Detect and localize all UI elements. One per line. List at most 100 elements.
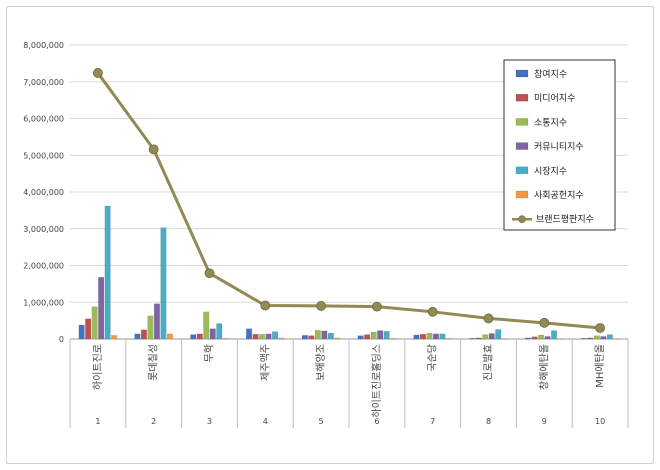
category-label: 국순당 <box>427 344 439 372</box>
bar <box>147 315 154 340</box>
bar <box>327 332 334 340</box>
y-tick-label: 3,000,000 <box>23 225 64 234</box>
line-point <box>316 301 327 311</box>
bar <box>419 334 426 340</box>
y-tick-label: 4,000,000 <box>23 188 64 197</box>
bar <box>314 329 321 340</box>
bar <box>525 337 532 340</box>
legend-line-marker <box>518 215 526 223</box>
line-point <box>204 268 215 279</box>
legend-label: 미디어지수 <box>534 93 575 104</box>
legend-label: 소통지수 <box>534 117 567 128</box>
bar <box>91 306 98 340</box>
rank-label: 1 <box>95 417 100 426</box>
y-tick-label: 7,000,000 <box>23 78 64 87</box>
y-tick-label: 5,000,000 <box>23 151 64 160</box>
bar <box>495 329 502 340</box>
bar <box>551 330 558 340</box>
bar <box>166 333 173 340</box>
bar <box>259 334 266 340</box>
bar <box>85 318 92 340</box>
bar <box>196 333 203 340</box>
line-point <box>93 68 103 78</box>
bar <box>246 328 253 340</box>
line-point <box>539 317 550 328</box>
bar <box>390 338 397 340</box>
bar <box>301 335 308 340</box>
y-tick-label: 6,000,000 <box>23 115 64 124</box>
rank-label: 10 <box>595 417 605 426</box>
bar <box>538 334 545 340</box>
bar <box>426 332 433 340</box>
legend-swatch <box>515 93 529 102</box>
bar <box>104 205 111 340</box>
bar <box>216 323 223 340</box>
bar <box>377 330 384 340</box>
line-point <box>483 313 494 324</box>
y-tick-label: 8,000,000 <box>23 41 64 50</box>
line-point <box>371 301 382 312</box>
bar <box>160 227 167 340</box>
legend-swatch <box>515 69 529 78</box>
legend-label: 브랜드평판지수 <box>536 214 594 225</box>
bar <box>111 335 118 340</box>
legend-label: 사회공헌지수 <box>534 190 584 201</box>
line-point <box>260 300 271 311</box>
legend-swatch <box>515 118 529 126</box>
bar <box>413 334 420 340</box>
rank-label: 7 <box>430 417 435 426</box>
y-tick-label: 1,000,000 <box>23 298 64 307</box>
category-label: 진로발효 <box>483 344 495 381</box>
line-series-path <box>96 72 601 330</box>
bar <box>580 338 587 340</box>
bar <box>488 333 495 340</box>
bar <box>364 334 371 340</box>
rank-label: 4 <box>263 417 268 426</box>
bar <box>544 336 551 340</box>
bar <box>445 338 452 340</box>
bar <box>265 333 272 340</box>
category-label: 하이트진로 <box>91 344 104 390</box>
legend-label: 참여지수 <box>534 68 567 80</box>
rank-label: 5 <box>319 417 324 426</box>
bar <box>321 330 328 340</box>
bar <box>383 331 390 340</box>
legend-swatch <box>515 190 529 199</box>
rank-label: 2 <box>151 417 156 426</box>
legend-label: 커뮤니티지수 <box>534 142 584 153</box>
rank-label: 6 <box>374 417 379 426</box>
category-label: 롯데칠성 <box>148 344 160 381</box>
rank-label: 3 <box>207 417 212 426</box>
bar <box>140 329 147 340</box>
bar <box>252 334 259 340</box>
bar <box>308 335 315 340</box>
bar <box>475 337 482 340</box>
y-tick-label: 2,000,000 <box>23 262 64 271</box>
bar <box>334 337 341 340</box>
y-tick-label: 0 <box>59 335 64 344</box>
bar <box>272 331 279 340</box>
bar <box>370 331 377 340</box>
line-point <box>427 306 438 317</box>
bar <box>78 324 85 340</box>
bar <box>98 277 105 340</box>
category-label: MH에탄올 <box>594 344 606 388</box>
legend-label: 시장지수 <box>534 166 567 177</box>
category-label: 무학 <box>204 344 216 362</box>
bar <box>357 335 364 340</box>
bar <box>153 303 160 340</box>
category-label: 보해양조 <box>314 344 327 381</box>
bar <box>439 333 446 340</box>
rank-label: 8 <box>486 417 491 426</box>
bar <box>557 338 564 340</box>
category-label: 창해에탄올 <box>537 344 550 390</box>
bar <box>613 338 620 340</box>
legend-swatch <box>515 142 529 150</box>
bar <box>190 334 197 340</box>
bar <box>587 337 594 340</box>
bar <box>501 338 508 340</box>
bar <box>222 338 229 340</box>
bar <box>134 333 141 340</box>
line-point <box>148 144 159 155</box>
